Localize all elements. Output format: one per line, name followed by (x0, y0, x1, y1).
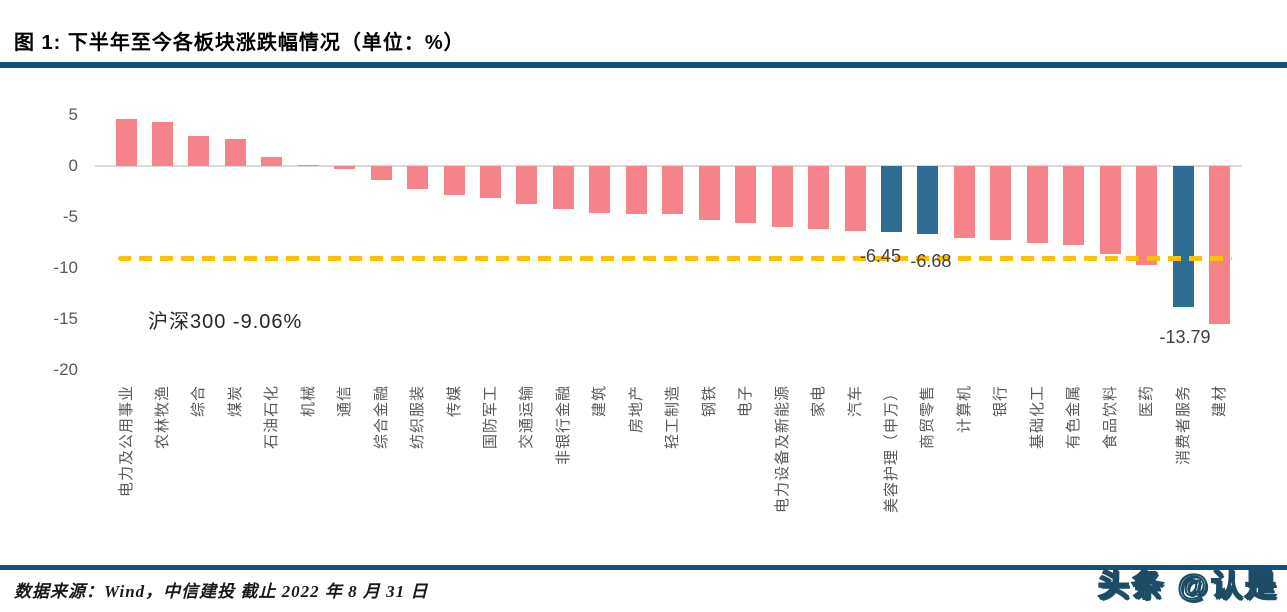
data-label: -6.45 (859, 246, 901, 266)
bar (115, 119, 137, 166)
x-axis-label: 银行 (992, 385, 1010, 418)
bar (552, 166, 574, 209)
bar (480, 166, 501, 198)
x-axis-label: 农林牧渔 (153, 385, 171, 450)
bar (1209, 166, 1230, 325)
bar (334, 166, 356, 170)
x-axis-label: 消费者服务 (1174, 385, 1192, 466)
y-axis-tick: 0 (68, 156, 78, 175)
watermark: 头条 @认是 (1097, 567, 1279, 604)
benchmark-annotation: 沪深300 -9.06% (148, 311, 303, 333)
x-axis-label: 家电 (810, 385, 828, 418)
x-axis-label: 电子 (737, 385, 755, 418)
x-axis-label: 煤炭 (226, 385, 244, 418)
bar (990, 166, 1012, 241)
x-axis-label: 美容护理（申万） (882, 385, 900, 514)
data-source: 数据来源：Wind，中信建投 截止 2022 年 8 月 31 日 (14, 582, 429, 601)
y-axis-tick: 5 (68, 105, 78, 124)
y-axis-tick: -10 (53, 258, 78, 277)
x-axis-label: 有色金属 (1065, 385, 1083, 450)
x-axis-label: 通信 (336, 385, 354, 418)
bar (880, 166, 902, 232)
benchmark-line (118, 256, 1232, 261)
x-axis-label: 建筑 (591, 385, 609, 418)
bar (1099, 166, 1121, 254)
x-axis-label: 石油石化 (263, 385, 281, 450)
bar (808, 166, 830, 230)
x-axis-label: 食品饮料 (1101, 385, 1119, 450)
x-axis-label: 国防军工 (482, 385, 499, 450)
bar (1063, 166, 1085, 245)
x-axis-label: 汽车 (846, 385, 864, 418)
bar (407, 166, 429, 190)
x-axis-label: 建材 (1211, 385, 1228, 418)
x-axis-label: 机械 (299, 385, 317, 418)
data-label: -6.68 (910, 251, 952, 271)
bar (188, 136, 210, 166)
x-axis-label: 计算机 (955, 385, 973, 434)
x-axis-label: 传媒 (445, 385, 463, 418)
data-label: -13.79 (1159, 327, 1211, 347)
x-axis-label: 交通运输 (518, 385, 536, 450)
bar (516, 166, 538, 204)
footer-divider (0, 565, 1287, 570)
x-axis-label: 电力及公用事业 (117, 385, 135, 498)
bar (443, 166, 465, 195)
bar (589, 166, 611, 213)
bar (224, 139, 246, 166)
x-axis-label: 轻工制造 (664, 385, 682, 450)
y-axis-tick: -20 (53, 360, 78, 379)
bar (844, 166, 866, 231)
bar (698, 166, 720, 221)
bar (261, 156, 283, 166)
x-axis-label: 钢铁 (700, 385, 718, 418)
x-axis-label: 纺织服装 (409, 385, 427, 450)
x-axis-label: 商贸零售 (919, 385, 937, 450)
bar (625, 166, 647, 214)
x-axis-label: 综合金融 (372, 385, 390, 450)
x-axis-label: 非银行金融 (554, 385, 572, 466)
bar (1136, 166, 1158, 266)
bar (151, 122, 173, 166)
bar (662, 166, 684, 215)
bar (771, 166, 793, 228)
title-divider (0, 62, 1287, 68)
x-axis-label: 基础化工 (1028, 385, 1046, 450)
bar (735, 166, 757, 224)
bar (297, 164, 319, 166)
bar (917, 166, 939, 235)
x-axis-label: 电力设备及新能源 (773, 385, 791, 514)
bar (953, 166, 975, 239)
bar (1026, 166, 1048, 243)
figure-title: 图 1: 下半年至今各板块涨跌幅情况（单位：%） (14, 32, 465, 54)
x-axis-label: 医药 (1138, 385, 1156, 418)
y-axis-tick: -15 (53, 309, 78, 328)
x-axis-label: 房地产 (627, 385, 645, 434)
y-axis-tick: -5 (62, 207, 78, 226)
x-axis-label: 综合 (190, 385, 208, 418)
bar (1172, 166, 1194, 307)
bar (370, 166, 392, 181)
